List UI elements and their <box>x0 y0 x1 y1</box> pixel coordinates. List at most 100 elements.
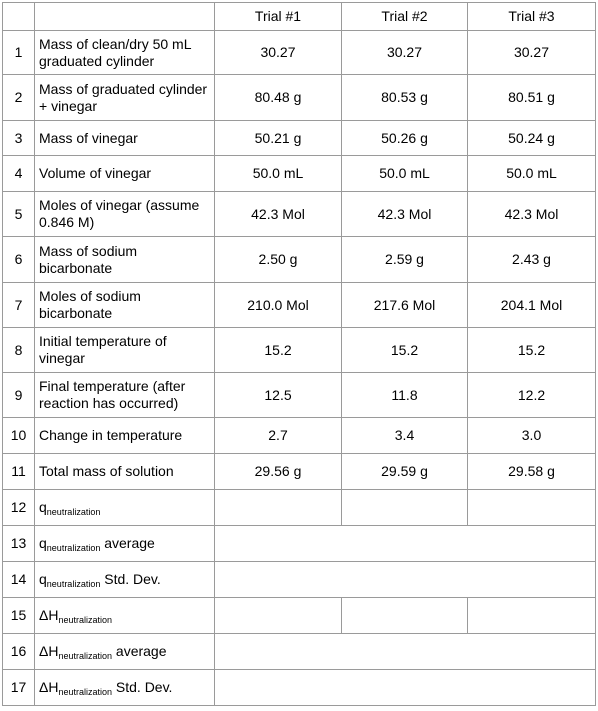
row-number: 15 <box>2 597 35 634</box>
cell-trial-3: 50.0 mL <box>467 155 596 192</box>
header-row: Trial #1 Trial #2 Trial #3 <box>2 2 596 31</box>
cell-trial-1: 29.56 g <box>214 453 342 490</box>
cell-trial-3: 29.58 g <box>467 453 596 490</box>
quantity-suffix: average <box>100 535 155 551</box>
cell-trial-3: 2.43 g <box>467 236 596 283</box>
row-number: 12 <box>2 489 35 526</box>
cell-trial-2: 29.59 g <box>341 453 468 490</box>
quantity-subscript: neutralization <box>58 651 113 661</box>
cell-trial-2: 2.59 g <box>341 236 468 283</box>
cell-trial-3: 42.3 Mol <box>467 191 596 237</box>
row-number: 11 <box>2 453 35 490</box>
table-row-dh-average: 16 ΔHneutralization average <box>2 633 596 670</box>
table-row: 7 Moles of sodium bicarbonate 210.0 Mol … <box>2 282 596 328</box>
table-row: 3 Mass of vinegar 50.21 g 50.26 g 50.24 … <box>2 120 596 156</box>
row-label: Final temperature (after reaction has oc… <box>34 372 215 418</box>
row-label: Total mass of solution <box>34 453 215 490</box>
row-number: 16 <box>2 633 35 670</box>
row-number: 3 <box>2 120 35 156</box>
cell-trial-2: 15.2 <box>341 327 468 373</box>
quantity-subscript: neutralization <box>46 507 101 517</box>
cell-trial-3 <box>467 489 596 526</box>
quantity-symbol: ΔH <box>39 679 59 695</box>
row-number: 13 <box>2 525 35 562</box>
table-row: 4 Volume of vinegar 50.0 mL 50.0 mL 50.0… <box>2 155 596 192</box>
cell-trial-2: 11.8 <box>341 372 468 418</box>
quantity-subscript: neutralization <box>46 543 101 553</box>
table-row: 6 Mass of sodium bicarbonate 2.50 g 2.59… <box>2 236 596 283</box>
cell-trial-2: 217.6 Mol <box>341 282 468 328</box>
quantity-symbol: ΔH <box>39 643 59 659</box>
quantity-suffix: Std. Dev. <box>112 679 173 695</box>
header-trial-1: Trial #1 <box>214 2 342 31</box>
table-row: 11 Total mass of solution 29.56 g 29.59 … <box>2 453 596 490</box>
cell-trial-2: 50.26 g <box>341 120 468 156</box>
table-row-dh-neutralization: 15 ΔHneutralization <box>2 597 596 634</box>
cell-trial-1: 30.27 <box>214 30 342 75</box>
merged-value-cell <box>214 669 596 706</box>
cell-trial-2 <box>341 489 468 526</box>
row-number: 10 <box>2 417 35 454</box>
cell-trial-3: 3.0 <box>467 417 596 454</box>
merged-value-cell <box>214 525 596 562</box>
quantity-subscript: neutralization <box>46 579 101 589</box>
row-number: 17 <box>2 669 35 706</box>
quantity-symbol: q <box>39 535 47 551</box>
header-trial-3: Trial #3 <box>467 2 596 31</box>
row-label: Change in temperature <box>34 417 215 454</box>
table-row: 5 Moles of vinegar (assume 0.846 M) 42.3… <box>2 191 596 237</box>
corner-cell <box>2 2 35 31</box>
row-number: 4 <box>2 155 35 192</box>
cell-trial-3: 80.51 g <box>467 74 596 121</box>
cell-trial-1: 210.0 Mol <box>214 282 342 328</box>
quantity-suffix: Std. Dev. <box>100 571 161 587</box>
row-number: 7 <box>2 282 35 328</box>
cell-trial-3: 204.1 Mol <box>467 282 596 328</box>
header-trial-2: Trial #2 <box>341 2 468 31</box>
cell-trial-3: 15.2 <box>467 327 596 373</box>
row-number: 1 <box>2 30 35 75</box>
table-row: 10 Change in temperature 2.7 3.4 3.0 <box>2 417 596 454</box>
merged-value-cell <box>214 561 596 598</box>
row-label: ΔHneutralization Std. Dev. <box>34 669 215 706</box>
cell-trial-2: 30.27 <box>341 30 468 75</box>
table-row: 2 Mass of graduated cylinder + vinegar 8… <box>2 74 596 121</box>
cell-trial-3: 12.2 <box>467 372 596 418</box>
table-row-q-average: 13 qneutralization average <box>2 525 596 562</box>
cell-trial-2: 3.4 <box>341 417 468 454</box>
cell-trial-1: 12.5 <box>214 372 342 418</box>
table-row-q-neutralization: 12 qneutralization <box>2 489 596 526</box>
cell-trial-2: 42.3 Mol <box>341 191 468 237</box>
row-label: Mass of sodium bicarbonate <box>34 236 215 283</box>
quantity-symbol: q <box>39 571 47 587</box>
row-label: ΔHneutralization average <box>34 633 215 670</box>
cell-trial-1: 50.21 g <box>214 120 342 156</box>
row-label: Moles of sodium bicarbonate <box>34 282 215 328</box>
cell-trial-1: 50.0 mL <box>214 155 342 192</box>
merged-value-cell <box>214 633 596 670</box>
table-row: 8 Initial temperature of vinegar 15.2 15… <box>2 327 596 373</box>
table-row: 9 Final temperature (after reaction has … <box>2 372 596 418</box>
row-label: Initial temperature of vinegar <box>34 327 215 373</box>
row-label: qneutralization <box>34 489 215 526</box>
row-label: Mass of vinegar <box>34 120 215 156</box>
row-label: Mass of clean/dry 50 mL graduated cylind… <box>34 30 215 75</box>
quantity-subscript: neutralization <box>58 687 113 697</box>
row-label: qneutralization Std. Dev. <box>34 561 215 598</box>
cell-trial-1 <box>214 597 342 634</box>
row-label: ΔHneutralization <box>34 597 215 634</box>
row-label: Volume of vinegar <box>34 155 215 192</box>
row-number: 5 <box>2 191 35 237</box>
cell-trial-1: 15.2 <box>214 327 342 373</box>
row-number: 14 <box>2 561 35 598</box>
cell-trial-1 <box>214 489 342 526</box>
cell-trial-1: 42.3 Mol <box>214 191 342 237</box>
row-number: 6 <box>2 236 35 283</box>
cell-trial-2: 80.53 g <box>341 74 468 121</box>
cell-trial-3: 30.27 <box>467 30 596 75</box>
quantity-symbol: q <box>39 499 47 515</box>
row-number: 9 <box>2 372 35 418</box>
quantity-symbol: ΔH <box>39 607 59 623</box>
table-row-dh-std-dev: 17 ΔHneutralization Std. Dev. <box>2 669 596 706</box>
